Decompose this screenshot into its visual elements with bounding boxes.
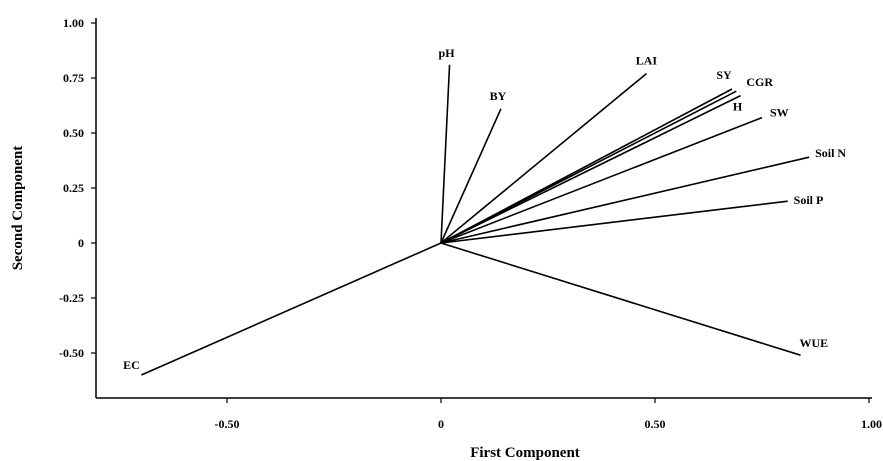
vector-label-sy: SY	[716, 68, 732, 82]
vector-label-ec: EC	[123, 358, 140, 372]
loading-vectors	[141, 64, 810, 376]
y-tick-label: 0.25	[63, 181, 84, 195]
vector-line-ec	[141, 242, 442, 376]
vector-label-ph: pH	[439, 46, 456, 60]
x-tick-label: 0	[438, 417, 444, 431]
y-tick-label: -0.50	[59, 346, 84, 360]
vector-label-sw: SW	[770, 106, 789, 120]
vector-label-wue: WUE	[800, 336, 829, 350]
y-tick-label: -0.25	[59, 291, 84, 305]
x-ticks: -0.50 0 0.50 1.00	[215, 398, 882, 431]
vector-label-cgr: CGR	[746, 75, 773, 89]
y-ticks: 1.00 0.75 0.50 0.25 0 -0.25 -0.50	[59, 16, 96, 360]
vector-label-soil-p: Soil P	[794, 193, 824, 207]
vector-line-soil-p	[440, 200, 788, 244]
x-tick-label: -0.50	[215, 417, 240, 431]
x-tick-label: 0.50	[645, 417, 666, 431]
vector-label-by: BY	[490, 89, 507, 103]
vector-line-sw	[440, 116, 763, 244]
vector-line-soil-n	[440, 156, 810, 244]
x-tick-label: 1.00	[861, 417, 882, 431]
vector-line-lai	[440, 72, 647, 244]
vector-line-wue	[440, 242, 801, 356]
x-axis-title: First Component	[470, 445, 580, 461]
y-tick-label: 0.50	[63, 126, 84, 140]
vector-line-cgr	[440, 90, 737, 244]
vector-line-by	[440, 108, 502, 244]
vector-line-h	[440, 94, 741, 244]
y-tick-label: 0	[78, 236, 84, 250]
axes	[95, 18, 872, 399]
vector-label-soil-n: Soil N	[815, 146, 846, 160]
y-tick-label: 1.00	[63, 16, 84, 30]
vector-label-lai: LAI	[636, 54, 658, 68]
vector-label-h: H	[733, 100, 743, 114]
y-tick-label: 0.75	[63, 71, 84, 85]
y-axis-title: Second Component	[10, 146, 26, 271]
vector-line-ph	[440, 64, 451, 244]
